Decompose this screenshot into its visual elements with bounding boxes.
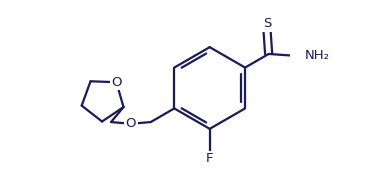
Text: NH₂: NH₂ bbox=[304, 49, 329, 62]
Text: O: O bbox=[126, 117, 136, 130]
Text: O: O bbox=[111, 76, 121, 89]
Text: F: F bbox=[206, 152, 214, 165]
Text: S: S bbox=[263, 17, 271, 30]
